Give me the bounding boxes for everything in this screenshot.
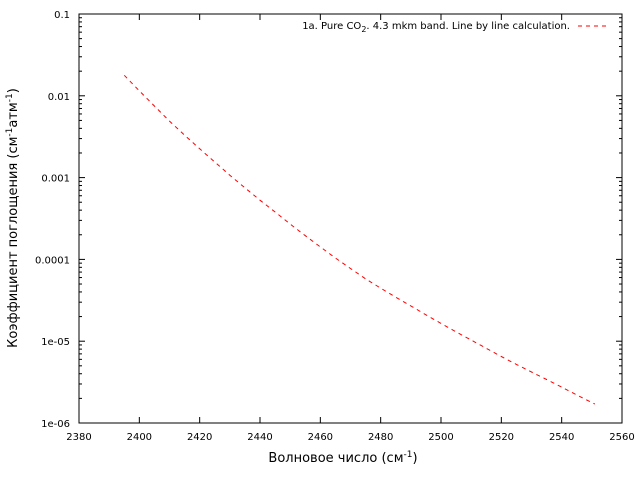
- y-tick-label: 0.01: [48, 92, 70, 103]
- x-tick-label: 2500: [428, 432, 453, 443]
- x-tick-label: 2460: [308, 432, 333, 443]
- legend: 1a. Pure CO2. 4.3 mkm band. Line by line…: [302, 21, 610, 34]
- x-tick-label: 2420: [187, 432, 212, 443]
- y-tick-label: 0.001: [41, 174, 70, 185]
- x-tick-label: 2520: [489, 432, 514, 443]
- y-tick-label: 0.0001: [35, 255, 70, 266]
- plot-frame: [78, 13, 623, 424]
- x-tick-label: 2440: [247, 432, 272, 443]
- x-tick-label: 2540: [549, 432, 574, 443]
- y-tick-label: 1e-05: [41, 337, 70, 348]
- y-tick-label: 1e-06: [41, 419, 70, 430]
- x-tick-label: 2380: [66, 432, 91, 443]
- x-tick-label: 2400: [127, 432, 152, 443]
- series-line: [123, 74, 596, 405]
- y-tick-label: 0.1: [54, 10, 70, 21]
- x-tick-label: 2560: [609, 432, 634, 443]
- legend-label: 1a. Pure CO2. 4.3 mkm band. Line by line…: [302, 21, 570, 34]
- y-axis-label: Коэффициент поглощения (см-1атм-1): [5, 88, 21, 348]
- x-tick-label: 2480: [368, 432, 393, 443]
- x-axis-label: Волновое число (см-1): [268, 450, 417, 466]
